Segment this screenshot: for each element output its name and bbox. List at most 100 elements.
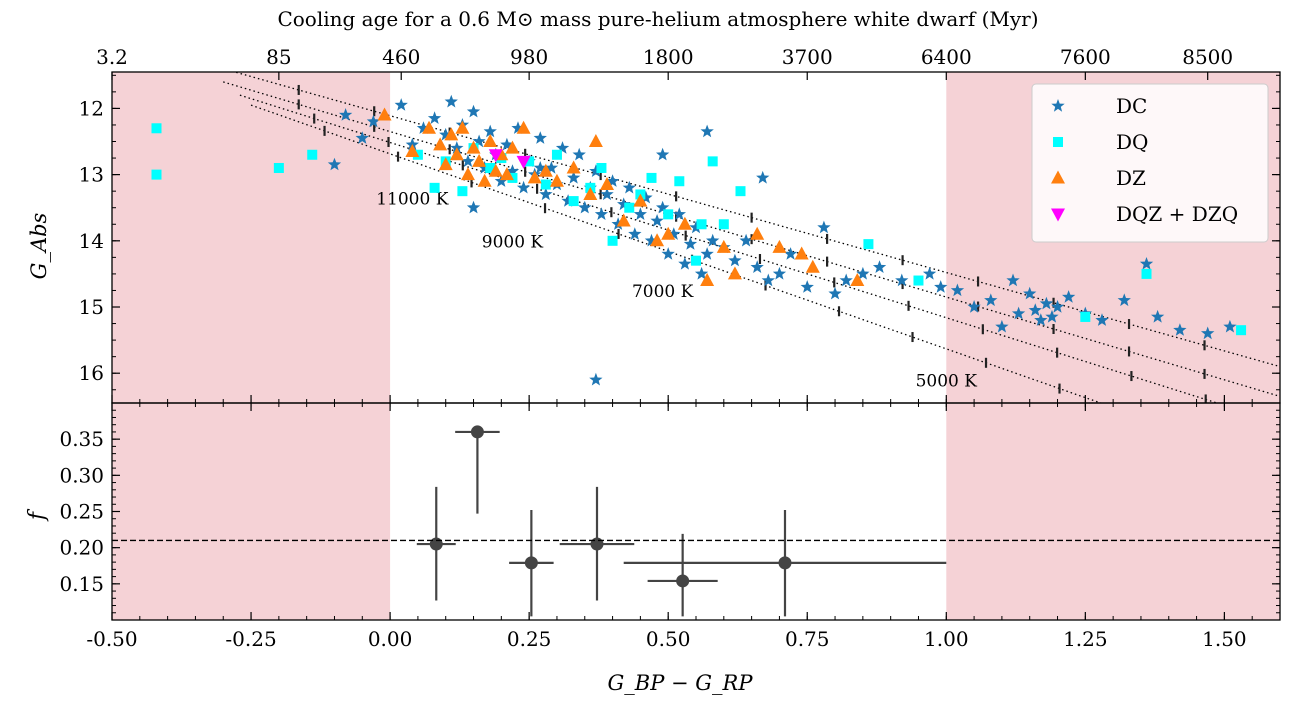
dc-point-95	[700, 124, 714, 138]
dc-point-33	[578, 200, 592, 214]
isotherm-label-1: 9000 K	[482, 232, 544, 252]
x-tick-label-3: 0.25	[507, 627, 552, 651]
dc-point-30	[561, 194, 575, 207]
top-shade-0	[112, 72, 391, 403]
legend-label-2: DZ	[1116, 166, 1146, 190]
dz-point-9	[466, 140, 481, 154]
dc-point-1	[355, 131, 369, 144]
dc-point-7	[427, 111, 442, 124]
dc-point-54	[694, 266, 709, 280]
dc-point-62	[772, 266, 787, 280]
dz-point-6	[449, 147, 464, 161]
dqz-dzq-point-0	[488, 149, 503, 163]
dc-point-15	[478, 161, 492, 174]
dz-point-18	[527, 170, 542, 184]
dc-point-29	[555, 141, 570, 154]
dz-point-24	[616, 213, 631, 227]
dz-point-10	[472, 153, 487, 167]
legend-marker-0	[1051, 99, 1065, 112]
dc-point-43	[633, 207, 647, 220]
dc-point-48	[661, 247, 675, 260]
dc-point-3	[327, 157, 342, 171]
bottom-y-tick-label-1: 0.20	[59, 536, 104, 560]
dc-point-81	[1034, 313, 1048, 326]
dc-point-52	[683, 237, 698, 250]
dc-point-79	[1023, 286, 1037, 300]
cooling-track-1	[223, 81, 1280, 398]
dc-point-65	[817, 220, 831, 234]
dq-point-22	[663, 209, 674, 220]
dc-point-38	[605, 174, 620, 187]
dc-point-75	[984, 293, 998, 307]
dq-point-24	[691, 255, 701, 266]
bottom-y-axis-label: f	[25, 508, 50, 522]
fraction-point-5	[778, 556, 792, 570]
dc-point-44	[639, 190, 653, 204]
top-y-axis-label: G_Abs	[27, 212, 51, 279]
legend-marker-3	[1051, 208, 1065, 222]
dc-point-20	[505, 164, 520, 177]
dc-point-32	[572, 147, 586, 161]
dc-point-93	[1223, 319, 1237, 333]
dc-point-40	[617, 197, 631, 211]
dz-point-27	[661, 226, 676, 240]
dc-point-21	[511, 121, 525, 134]
dc-point-64	[800, 280, 814, 293]
dz-point-37	[588, 134, 603, 148]
fraction-error-bars	[416, 425, 947, 617]
x-tick-label-8: 1.50	[1202, 627, 1247, 651]
dc-point-56	[706, 233, 720, 247]
dc-point-61	[761, 273, 775, 287]
dq-point-33	[1236, 325, 1247, 336]
cooling-track-0	[232, 72, 1280, 368]
dc-point-59	[739, 233, 753, 247]
top-axis-tick-label-0: 3.2	[96, 45, 128, 69]
dz-point-23	[600, 177, 615, 191]
legend-label-0: DC	[1116, 94, 1147, 118]
dc-point-0	[338, 108, 353, 121]
dz-point-13	[488, 163, 503, 177]
dq-point-31	[1080, 311, 1091, 322]
scatter-points	[151, 94, 1247, 386]
x-axis-label: G_BP − G_RP	[607, 671, 753, 695]
isotherm-labels: 11000 K 9000 K 7000 K 5000 K	[376, 189, 977, 391]
top-axis-tick-label-6: 6400	[921, 45, 972, 69]
dq-point-14	[551, 149, 562, 160]
dc-point-74	[967, 300, 981, 313]
dz-point-3	[433, 137, 448, 151]
dz-point-4	[438, 157, 453, 171]
x-tick-label-1: -0.25	[225, 627, 276, 651]
dc-point-82	[1039, 296, 1054, 310]
dc-point-41	[622, 180, 636, 194]
dz-point-19	[538, 163, 553, 177]
fraction-point-2	[524, 556, 538, 570]
dc-point-53	[689, 220, 703, 234]
x-tick-label-2: 0.00	[368, 627, 413, 651]
dq-point-7	[457, 186, 468, 197]
dc-point-88	[1117, 293, 1131, 307]
dc-point-63	[783, 247, 798, 260]
dz-point-29	[700, 273, 715, 287]
dc-point-85	[1062, 290, 1076, 303]
dz-point-17	[516, 120, 531, 134]
dc-point-27	[544, 161, 558, 174]
x-tick-label-4: 0.50	[646, 627, 691, 651]
bottom-y-tick-label-2: 0.25	[59, 500, 104, 524]
dc-point-91	[1173, 323, 1187, 336]
x-tick-label-5: 0.75	[785, 627, 830, 651]
dc-point-46	[650, 214, 664, 227]
dc-point-50	[672, 207, 686, 220]
dc-point-87	[1095, 313, 1109, 326]
dq-point-0	[151, 123, 162, 134]
dc-point-2	[366, 114, 381, 128]
dc-point-4	[394, 98, 408, 111]
dc-point-16	[483, 124, 497, 138]
dz-point-11	[477, 173, 492, 187]
dq-point-30	[913, 275, 924, 286]
dc-point-58	[728, 253, 742, 267]
dc-point-22	[516, 180, 531, 194]
dc-point-70	[895, 273, 909, 287]
dc-point-12	[461, 154, 475, 167]
dq-point-21	[646, 172, 657, 183]
